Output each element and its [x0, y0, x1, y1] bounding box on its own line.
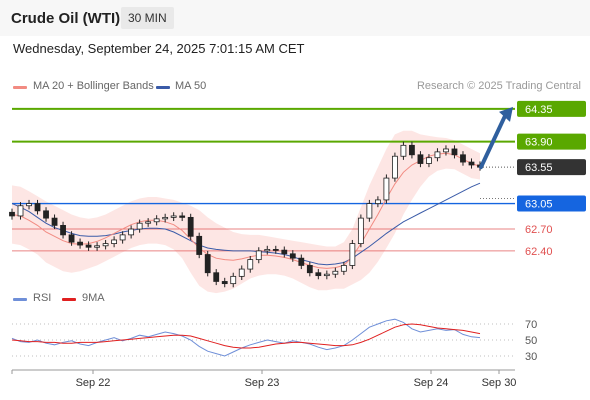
candle-down [69, 235, 74, 242]
candle-up [163, 217, 168, 218]
rsi-line [12, 319, 480, 356]
candle-down [44, 211, 49, 218]
candle [188, 214, 193, 240]
x-tick-label: Sep 23 [245, 377, 280, 389]
candle-down [10, 212, 15, 216]
level-label-63.90: 63.90 [525, 137, 553, 149]
x-tick-label: Sep 30 [482, 377, 517, 389]
rsi-tick-50: 50 [525, 335, 537, 347]
candle-up [239, 269, 244, 276]
candle-up [265, 249, 270, 250]
level-labels-layer: 64.35 63.90 63.55 63.05 62.70 62.40 [517, 101, 586, 258]
candle-down [197, 236, 202, 254]
candle-up [256, 251, 261, 260]
candle-up [231, 276, 236, 283]
candle-up [27, 204, 32, 206]
candle-up [350, 244, 355, 266]
candle-down [78, 242, 83, 245]
candle-up [171, 216, 176, 217]
candle-up [324, 274, 329, 275]
candle-up [248, 260, 253, 269]
candle-up [375, 200, 380, 204]
candle-down [86, 245, 91, 247]
candle-down [460, 155, 465, 162]
candle-down [214, 273, 219, 282]
candle-down [282, 250, 287, 254]
x-axis: Sep 22 Sep 23 Sep 24 Sep 30 [12, 370, 516, 389]
candle-down [290, 254, 295, 258]
candle-down [188, 217, 193, 236]
candle-up [146, 222, 151, 223]
candle-up [112, 240, 117, 244]
candle-down [180, 216, 185, 217]
candle [384, 174, 389, 203]
candle-down [316, 273, 321, 276]
candle-down [222, 281, 227, 283]
candle-down [273, 249, 278, 250]
candle-up [103, 244, 108, 246]
candle-up [392, 156, 397, 178]
candle-down [52, 218, 57, 225]
candle-down [469, 162, 474, 165]
candle-up [367, 204, 372, 219]
candle-up [435, 152, 440, 158]
rsi-panel: 70 50 30 [12, 319, 537, 363]
candle-up [18, 206, 23, 216]
level-label-62.40: 62.40 [525, 246, 553, 258]
candle [205, 251, 210, 276]
candle-up [443, 149, 448, 152]
candle-down [61, 225, 66, 234]
level-label-63.55: 63.55 [525, 162, 553, 174]
candle-down [409, 145, 414, 154]
candle [358, 214, 363, 247]
candle-up [384, 178, 389, 200]
candle [350, 240, 355, 269]
candle-down [307, 265, 312, 272]
x-tick-label: Sep 24 [414, 377, 449, 389]
level-label-63.05: 63.05 [525, 199, 553, 211]
level-label-64.35: 64.35 [525, 104, 553, 116]
candle-down [418, 155, 423, 164]
candle [392, 153, 397, 182]
candle-up [426, 158, 431, 164]
candle [197, 233, 202, 258]
rsi-tick-70: 70 [525, 319, 537, 331]
candle-up [154, 219, 159, 222]
candle-up [95, 246, 100, 247]
candle-up [120, 235, 125, 240]
candle-up [129, 229, 134, 235]
candle-up [341, 265, 346, 271]
forecast-arrow-layer [481, 107, 513, 167]
level-label-62.70: 62.70 [525, 224, 553, 236]
candle-down [35, 204, 40, 211]
candle-up [401, 145, 406, 156]
candle [367, 200, 372, 222]
candle-up [358, 218, 363, 243]
candle-down [205, 255, 210, 273]
candle-down [452, 149, 457, 155]
candle-down [299, 258, 304, 265]
x-tick-label: Sep 22 [76, 377, 111, 389]
rsi-tick-30: 30 [525, 351, 537, 363]
candle-up [137, 223, 142, 229]
candle-up [333, 271, 338, 274]
